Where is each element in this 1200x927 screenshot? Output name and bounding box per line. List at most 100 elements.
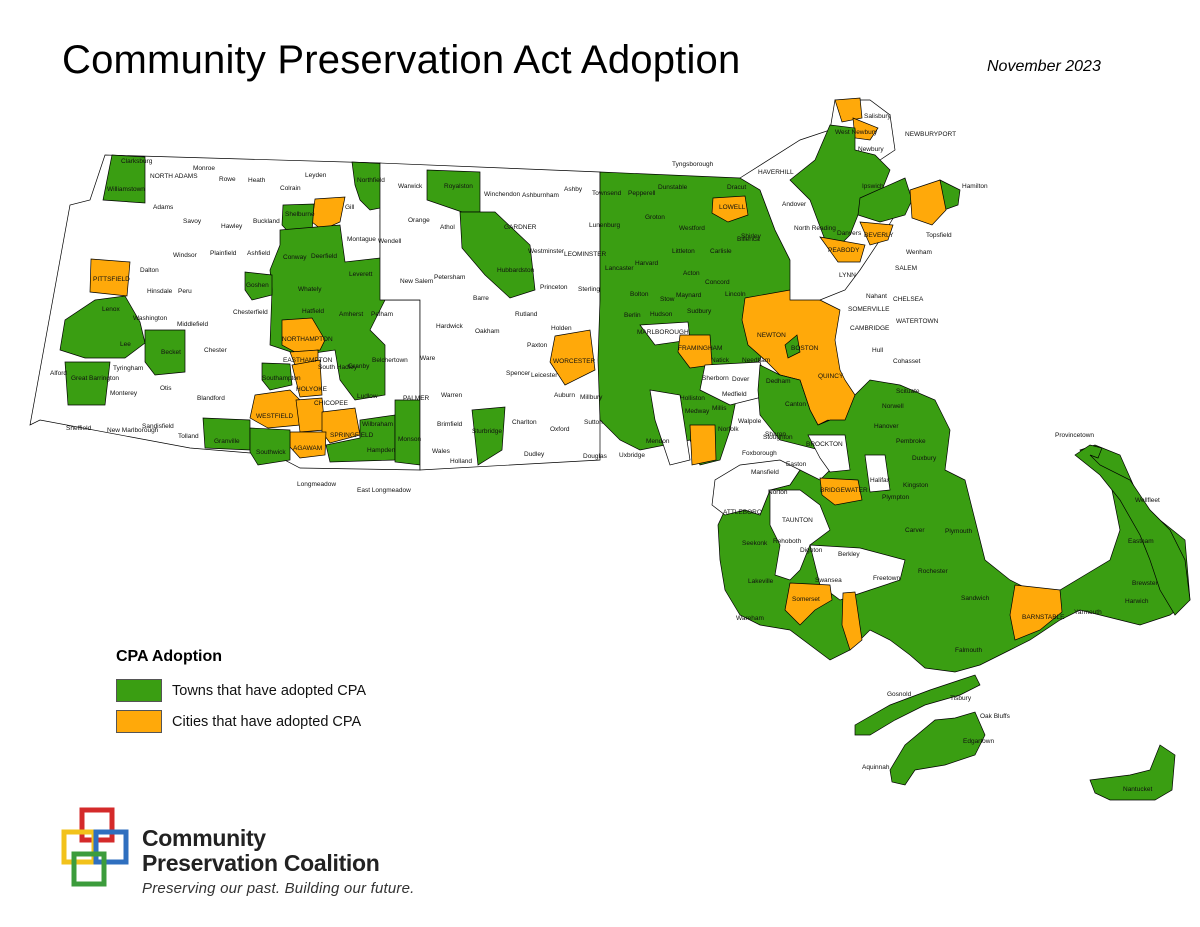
label-cohasset: Cohasset [893, 358, 921, 365]
legend-title: CPA Adoption [116, 648, 223, 665]
label-gardner: GARDNER [504, 224, 537, 231]
map-region-west [29, 154, 421, 471]
label-pittsfield: PITTSFIELD [93, 276, 130, 283]
label-heath: Heath [248, 177, 266, 184]
label-amherst: Amherst [339, 311, 363, 318]
label-monroe: Monroe [193, 165, 215, 172]
label-harwich: Harwich [1125, 598, 1149, 605]
label-hanover: Hanover [874, 423, 899, 430]
label-auburn: Auburn [554, 392, 575, 399]
label-salisbury: Salisbury [864, 113, 891, 120]
label-rutland: Rutland [515, 311, 538, 318]
label-williamstown: Williamstown [107, 186, 145, 193]
label-orange: Orange [408, 217, 430, 224]
label-palmer: PALMER [403, 395, 430, 402]
label-medway: Medway [685, 408, 710, 415]
label-wellfleet: Wellfleet [1135, 497, 1160, 504]
label-watertown: WATERTOWN [896, 318, 939, 325]
label-royalston: Royalston [444, 183, 473, 190]
label-uxbridge: Uxbridge [619, 452, 645, 459]
label-longmeadow: Longmeadow [297, 481, 336, 488]
label-edgartown: Edgartown [963, 738, 994, 745]
label-stow: Stow [660, 296, 675, 303]
label-dighton: Rehoboth [773, 538, 802, 545]
label-southampton: Southampton [262, 375, 301, 382]
map-region-central [379, 162, 626, 471]
label-dudley: Dudley [524, 451, 545, 458]
label-washington: Washington [133, 315, 167, 322]
label-lenox: Lenox [102, 306, 120, 313]
label-blandford: Blandford [197, 395, 225, 402]
label-new-salem: New Salem [400, 278, 433, 285]
label-ipswich: Ipswich [862, 183, 884, 190]
label-brewster: Brewster [1132, 580, 1158, 587]
label-east-longmeadow: East Longmeadow [357, 487, 411, 494]
label-great-barrington: Great Barrington [71, 375, 119, 382]
label-douglas: Douglas [583, 453, 608, 460]
label-winchendon: Winchendon [484, 191, 521, 198]
label-berkley: Dighton [800, 547, 823, 554]
label-pelham: Pelham [371, 311, 393, 318]
label-nahant: Nahant [866, 293, 887, 300]
label-ashfield: Ashfield [247, 250, 271, 257]
label-andover: Andover [782, 201, 807, 208]
label-lynn: LYNN [839, 272, 856, 279]
label-sharon: Sharon [765, 431, 786, 438]
label-dedham: Dedham [766, 378, 791, 385]
label-berlin: Berlin [624, 312, 641, 319]
label-chester: Chester [204, 347, 228, 354]
label-lakeville: Berkley [838, 551, 860, 558]
label-canton: Canton [785, 401, 806, 408]
label-middlefield: Middlefield [177, 321, 208, 328]
label-brimfield: Brimfield [437, 421, 463, 428]
label-danvers: Danvers [837, 230, 862, 237]
label-freetown: Swansea [815, 577, 842, 584]
label-gosnold: Gosnold [887, 691, 912, 698]
label-hatfield: Hatfield [302, 308, 324, 315]
label-swansea: Lakeville [748, 578, 774, 585]
label-goshen: Goshen [246, 282, 269, 289]
label-buckland: Buckland [253, 218, 280, 225]
label-spencer: Spencer [506, 370, 531, 377]
label-rochester: Freetown [873, 575, 900, 582]
label-chicopee: CHICOPEE [314, 400, 349, 407]
label-holland: Holland [450, 458, 472, 465]
label-wilbraham: Wilbraham [362, 421, 393, 428]
label-springfield: SPRINGFIELD [330, 432, 374, 439]
label-dunstable: Dunstable [658, 184, 688, 191]
label-bolton: Bolton [630, 291, 649, 298]
label-hinsdale: Hinsdale [147, 288, 173, 295]
logo-name: Community Preservation Coalition [142, 826, 380, 876]
label-peru: Peru [178, 288, 192, 295]
label-duxbury: Duxbury [912, 455, 937, 462]
label-aquinnah: Aquinnah [862, 764, 890, 771]
label-easthampton: EASTHAMPTON [283, 357, 333, 364]
label-mansfield: Mansfield [751, 469, 779, 476]
label-millis: Millis [712, 405, 727, 412]
label-dracut: Dracut [727, 184, 746, 191]
label-peabody: PEABODY [828, 247, 860, 254]
label-harvard: Harvard [635, 260, 659, 267]
label-manchester: Wenham [906, 249, 932, 256]
label-west-newbury: West Newbury [835, 129, 878, 136]
label-monterey: Monterey [110, 390, 138, 397]
label-townsend: Townsend [592, 190, 622, 197]
label-rowe: Rowe [219, 176, 236, 183]
interlocking-squares-icon [61, 807, 129, 887]
label-marlborough: MARLBOROUGH [637, 329, 689, 336]
label-ware: Ware [420, 355, 436, 362]
label-sheffield: Sheffield [66, 425, 92, 432]
label-tyngsborough: Tyngsborough [672, 161, 714, 168]
label-hudson: Hudson [650, 311, 673, 318]
label-somerset: Wareham [736, 615, 764, 622]
label-lee: Lee [120, 341, 131, 348]
label-salem: SALEM [895, 265, 917, 272]
legend-swatch-green [116, 679, 162, 702]
label-barre: Barre [473, 295, 489, 302]
label-lancaster: Lancaster [605, 265, 634, 272]
label-southwick: Southwick [256, 449, 286, 456]
label-beverly: BEVERLY [864, 232, 894, 239]
label-ashburnham: Ashburnham [522, 192, 559, 199]
label-billerica: Billerica [737, 236, 760, 243]
